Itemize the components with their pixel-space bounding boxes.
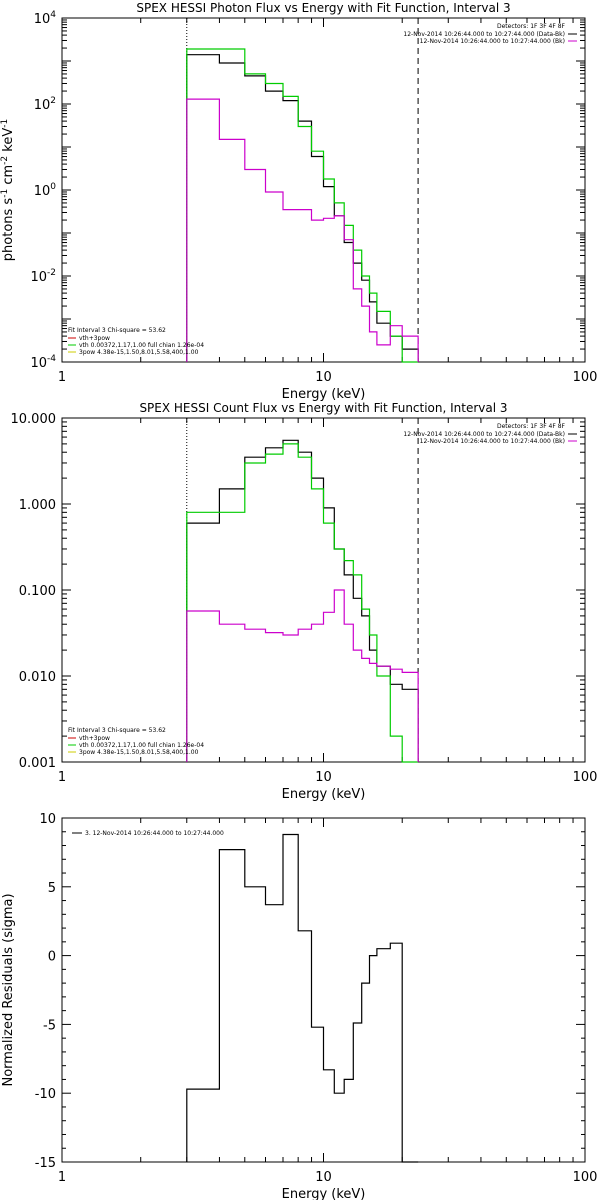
series-line bbox=[186, 98, 419, 362]
x-tick-label: 10 bbox=[315, 1170, 332, 1185]
y-tick-label: 10-2 bbox=[30, 268, 56, 285]
y-tick-label: 0.010 bbox=[19, 670, 56, 685]
x-tick-label: 1 bbox=[58, 1170, 66, 1185]
panel-2: 1 10 100 Energy (keV) 0.001 0.010 0.100 1.000 10… bbox=[11, 401, 598, 802]
y-axis: 10-4 10-2 100 102 104 bbox=[30, 10, 585, 371]
legend-top-left: 3. 12-Nov-2014 10:26:44.000 to 10:27:44.… bbox=[72, 830, 224, 837]
legend-entry: 3. 12-Nov-2014 10:26:44.000 to 10:27:44.… bbox=[85, 830, 224, 837]
y-axis: 0.001 0.010 0.100 1.000 10.000 bbox=[11, 412, 585, 771]
y-tick-label: 0.100 bbox=[19, 584, 56, 599]
x-tick-label: 1 bbox=[58, 770, 66, 785]
x-axis-label: Energy (keV) bbox=[282, 387, 366, 402]
panel-3: 1 10 100 Energy (keV) -15 -10 -5 0 5 10 Normalized… bbox=[1, 812, 597, 1200]
x-tick-label: 1 bbox=[58, 370, 66, 385]
legend-entry: vth 0.00372,1.17,1.00 full chian 1.26e-0… bbox=[79, 742, 204, 749]
legend-entry: vth 0.00372,1.17,1.00 full chian 1.26e-0… bbox=[79, 342, 204, 349]
y-tick-label: -15 bbox=[35, 1156, 56, 1171]
series-2 bbox=[186, 48, 419, 363]
y-tick-label: 10 bbox=[39, 812, 56, 827]
legend-header: Detectors: 1F 3F 4F 8F bbox=[497, 423, 566, 430]
panel-title: SPEX HESSI Count Flux vs Energy with Fit… bbox=[139, 401, 507, 415]
legend-header: Detectors: 1F 3F 4F 8F bbox=[497, 23, 566, 30]
panel-title: SPEX HESSI Photon Flux vs Energy with Fi… bbox=[136, 1, 510, 15]
series-1 bbox=[186, 833, 419, 1163]
x-axis-label: Energy (keV) bbox=[282, 1187, 366, 1200]
y-tick-label: 100 bbox=[34, 182, 57, 199]
x-tick-label: 100 bbox=[573, 370, 598, 385]
series-3 bbox=[186, 98, 419, 362]
legend-bottom-left: Fit Interval 3 Chi-square = 53.62vth+3po… bbox=[68, 727, 204, 756]
y-axis-label: photons s-1 cm-2 keV-1 bbox=[0, 119, 16, 261]
legend-entry: 12-Nov-2014 10:26:44.000 to 10:27:44.000… bbox=[403, 31, 565, 38]
legend-bottom-left: Fit Interval 3 Chi-square = 53.62vth+3po… bbox=[68, 327, 204, 356]
x-axis: 1 10 100 bbox=[58, 818, 598, 1185]
x-tick-label: 10 bbox=[315, 770, 332, 785]
y-tick-label: 104 bbox=[34, 10, 57, 27]
series-line bbox=[186, 589, 419, 762]
y-axis: -15 -10 -5 0 5 10 bbox=[35, 812, 585, 1171]
x-axis-label: Energy (keV) bbox=[282, 787, 366, 802]
y-tick-label: 5 bbox=[48, 881, 56, 896]
y-tick-label: 102 bbox=[34, 96, 56, 113]
x-axis: 1 10 100 bbox=[58, 18, 598, 385]
y-tick-label: -10 bbox=[35, 1087, 56, 1102]
legend-header: Fit Interval 3 Chi-square = 53.62 bbox=[68, 327, 166, 334]
legend-entry: 12-Nov-2014 10:26:44.000 to 10:27:44.000… bbox=[420, 438, 565, 445]
y-tick-label: 1.000 bbox=[19, 498, 56, 513]
x-tick-label: 100 bbox=[573, 1170, 598, 1185]
series-line bbox=[186, 833, 419, 1163]
y-tick-label: 0 bbox=[48, 950, 56, 965]
series-line bbox=[186, 48, 419, 363]
series-3 bbox=[186, 589, 419, 762]
legend-entry: 3pow 4.38e-15,1.50,8.01,5.58,400,1.00 bbox=[79, 749, 199, 756]
y-tick-label: 10-4 bbox=[30, 354, 56, 371]
x-tick-label: 100 bbox=[573, 770, 598, 785]
series-line bbox=[186, 443, 419, 763]
legend-entry: vth+3pow bbox=[79, 735, 110, 742]
y-axis-label: Normalized Residuals (sigma) bbox=[1, 893, 16, 1086]
legend-entry: 3pow 4.38e-15,1.50,8.01,5.58,400,1.00 bbox=[79, 349, 199, 356]
y-tick-label: 0.001 bbox=[19, 756, 56, 771]
y-tick-label: -5 bbox=[43, 1018, 56, 1033]
legend-entry: vth+3pow bbox=[79, 335, 110, 342]
legend-entry: 12-Nov-2014 10:26:44.000 to 10:27:44.000… bbox=[403, 431, 565, 438]
y-tick-label: 10.000 bbox=[11, 412, 57, 427]
panel-1: 1 10 100 Energy (keV) 10-4 10-2 100 102 104 photo… bbox=[0, 1, 597, 402]
series-2 bbox=[186, 443, 419, 763]
legend-entry: 12-Nov-2014 10:26:44.000 to 10:27:44.000… bbox=[420, 38, 565, 45]
x-tick-label: 10 bbox=[315, 370, 332, 385]
legend-header: Fit Interval 3 Chi-square = 53.62 bbox=[68, 727, 166, 734]
